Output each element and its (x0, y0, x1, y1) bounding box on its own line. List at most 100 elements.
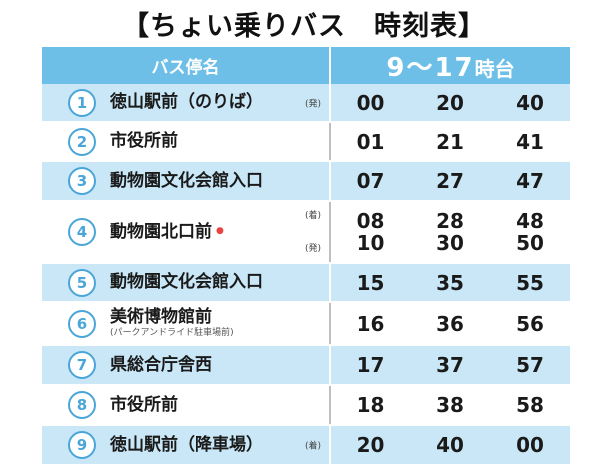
stop-number-badge: 2 (68, 127, 96, 156)
stop-name: 市役所前 (110, 131, 178, 152)
departure-minute: 30 (436, 231, 464, 255)
minute-cell: 17 (330, 345, 410, 386)
departure-minute: 58 (516, 393, 544, 417)
header-row: バス停名 9～17時台 (42, 47, 570, 84)
stop-cell: 5 動物園文化会館入口 (42, 263, 331, 303)
stop-cell: 7 県総合庁舎西 (42, 345, 331, 386)
stop-number-badge: 9 (68, 431, 96, 459)
departure-minute: 37 (436, 353, 464, 377)
departure-minute: 08 (356, 209, 385, 233)
stop-name-wrap: 徳山駅前（のりば） (110, 93, 263, 112)
arrival-departure-badge: (発) (304, 99, 321, 109)
stop-cell: 9 徳山駅前（降車場） (着) (42, 425, 331, 466)
stop-name: 動物園北口前 (110, 221, 212, 242)
hour-suffix: 時台 (474, 57, 515, 81)
stop-name-line: 市役所前 (110, 394, 178, 415)
minute-cell: 55 (490, 263, 570, 303)
stop-name-line: 動物園文化会館入口 (110, 171, 263, 191)
timetable-title: 【ちょい乗りバス 時刻表】 (122, 11, 486, 42)
departure-minute: 20 (356, 433, 385, 457)
stop-name-wrap: 動物園北口前 ● (110, 221, 224, 242)
stop-name-wrap: 市役所前 (110, 132, 178, 151)
stop-name-line: 美術博物館前 (110, 308, 234, 327)
table-row: 9 徳山駅前（降車場） (着) 20 40 00 (42, 425, 570, 466)
stop-name-wrap: 県総合庁舎西 (110, 355, 212, 375)
departure-minute: 57 (516, 353, 544, 377)
departure-minute: 00 (356, 90, 385, 115)
table-row: 3 動物園文化会館入口 07 27 47 (42, 161, 570, 202)
minute-cell: 35 (410, 263, 490, 303)
departure-minute: 40 (516, 90, 544, 115)
departure-minute: 48 (516, 209, 544, 233)
departure-minute: 36 (436, 311, 464, 336)
departure-minute: 55 (516, 270, 544, 295)
stop-name-line: 動物園北口前 ● (110, 221, 224, 242)
minute-cell: 00 (490, 425, 570, 466)
stop-info: 7 県総合庁舎西 (42, 346, 329, 384)
minute-cell: 08 10 (330, 201, 410, 264)
minute-cell: 07 (330, 161, 410, 202)
departure-minute: 17 (356, 353, 385, 377)
stop-number-badge: 8 (68, 391, 96, 419)
stop-number-badge: 1 (68, 88, 96, 117)
minute-cell: 58 (490, 385, 570, 426)
minute-cell: 56 (490, 302, 570, 346)
stop-number-badge: 7 (68, 351, 96, 379)
stop-info: 6 美術博物館前 (パークアンドライド駐車場前) (42, 303, 329, 344)
minute-cell: 47 (490, 161, 570, 202)
stop-name-line: 徳山駅前（のりば） (110, 93, 263, 112)
arrival-departure-badge: (着) (304, 211, 321, 221)
stop-name: 動物園文化会館入口 (110, 272, 263, 293)
departure-minute: 27 (436, 169, 464, 193)
departure-minute: 01 (356, 129, 385, 154)
minute-cell: 16 (330, 302, 410, 346)
minute-cell: 00 (330, 84, 410, 123)
stop-cell: 4 動物園北口前 ● (着) (発) (42, 201, 331, 264)
departure-minute: 56 (516, 311, 544, 336)
minute-cell: 48 50 (490, 201, 570, 264)
minute-cell: 20 (410, 84, 490, 123)
stop-name-line: 県総合庁舎西 (110, 355, 212, 375)
minute-cell: 40 (410, 425, 490, 466)
minute-cell: 21 (410, 122, 490, 162)
departure-minute: 47 (516, 169, 544, 193)
minute-cell: 28 30 (410, 201, 490, 264)
stop-info: 2 市役所前 (42, 123, 329, 160)
stop-name: 美術博物館前 (110, 307, 212, 328)
departure-minute: 50 (516, 231, 544, 255)
minute-cell: 37 (410, 345, 490, 386)
stop-cell: 3 動物園文化会館入口 (42, 161, 331, 202)
minute-cell: 15 (330, 263, 410, 303)
departure-minute: 16 (356, 311, 385, 336)
stop-info: 3 動物園文化会館入口 (42, 162, 329, 200)
stop-info: 5 動物園文化会館入口 (42, 264, 329, 301)
table-row: 4 動物園北口前 ● (着) (発) 08 10 28 30 48 50 (42, 201, 570, 264)
stop-cell: 8 市役所前 (42, 385, 331, 426)
stop-name-wrap: 動物園文化会館入口 (110, 171, 263, 191)
departure-minute: 15 (356, 270, 385, 295)
minute-cell: 18 (330, 385, 410, 426)
minute-cell: 01 (330, 122, 410, 162)
minute-cell: 27 (410, 161, 490, 202)
timetable-body: 1 徳山駅前（のりば） (発) 00 20 40 2 市役所前 01 21 41 3 動物園文化会館入口… (42, 84, 570, 466)
minute-cell: 36 (410, 302, 490, 346)
stop-name: 徳山駅前（降車場） (110, 434, 263, 455)
stop-name: 市役所前 (110, 394, 178, 415)
stop-number-badge: 4 (68, 218, 96, 246)
stop-cell: 1 徳山駅前（のりば） (発) (42, 84, 331, 123)
stop-column-header: バス停名 (42, 47, 331, 84)
stop-cell: 2 市役所前 (42, 122, 331, 162)
departure-minute: 00 (516, 433, 544, 457)
departure-minute: 40 (436, 433, 464, 457)
table-row: 1 徳山駅前（のりば） (発) 00 20 40 (42, 84, 570, 123)
stop-number-badge: 6 (68, 309, 96, 338)
arrival-departure-badge: (着) (304, 441, 321, 452)
departure-minute: 10 (356, 231, 385, 255)
stop-number-badge: 5 (68, 268, 96, 297)
stop-name: 徳山駅前（のりば） (110, 92, 263, 113)
stop-info: 8 市役所前 (42, 386, 329, 424)
minute-cell: 20 (330, 425, 410, 466)
departure-minute: 38 (436, 393, 464, 417)
stop-cell: 6 美術博物館前 (パークアンドライド駐車場前) (42, 302, 331, 346)
stop-name-line: 動物園文化会館入口 (110, 273, 263, 292)
